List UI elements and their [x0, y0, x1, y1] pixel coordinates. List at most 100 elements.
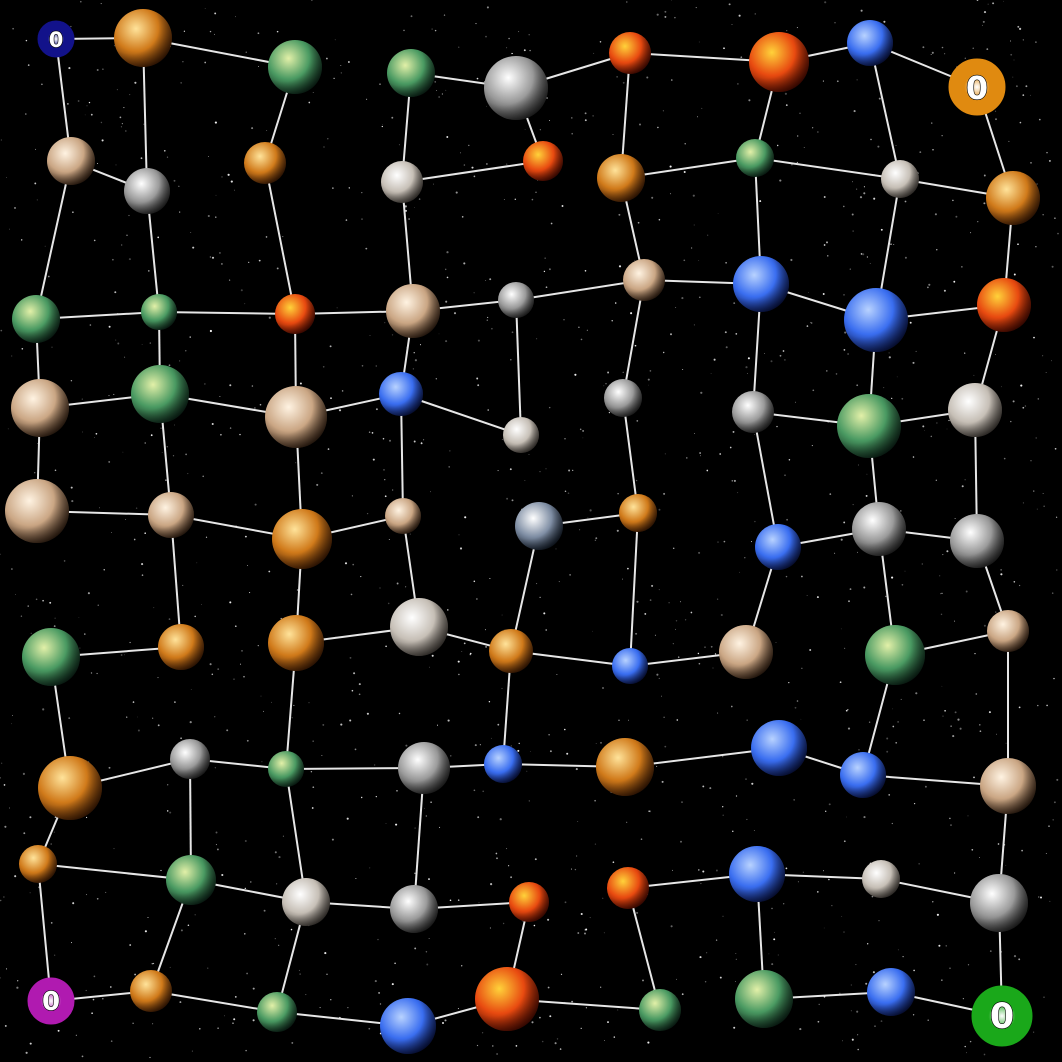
planet-banded[interactable]: [390, 598, 448, 656]
planet-gray[interactable]: [950, 514, 1004, 568]
player-score: 0: [966, 69, 988, 107]
planet-jungle[interactable]: [131, 365, 189, 423]
planet-banded[interactable]: [948, 383, 1002, 437]
home-planet-layer[interactable]: 0 0 0 0: [27, 20, 1033, 1047]
planet-desert[interactable]: [19, 845, 57, 883]
planet-gray[interactable]: [484, 56, 548, 120]
planet-jungle[interactable]: [12, 295, 60, 343]
planet-ocean[interactable]: [484, 745, 522, 783]
planet-desert[interactable]: [489, 629, 533, 673]
planet-gray[interactable]: [124, 168, 170, 214]
planet-volcanic[interactable]: [749, 32, 809, 92]
planet-tan[interactable]: [980, 758, 1036, 814]
planet-ocean[interactable]: [840, 752, 886, 798]
planet-ocean[interactable]: [844, 288, 908, 352]
planet-layer[interactable]: [5, 9, 1040, 1054]
route-link: [35, 160, 72, 320]
planet-ocean[interactable]: [729, 846, 785, 902]
planet-ocean[interactable]: [755, 524, 801, 570]
planet-jungle[interactable]: [837, 394, 901, 458]
home-planet-p3[interactable]: 0: [27, 977, 75, 1025]
planet-tan[interactable]: [47, 137, 95, 185]
home-planet-p1[interactable]: 0: [37, 20, 75, 58]
planet-jungle[interactable]: [736, 139, 774, 177]
planet-jungle[interactable]: [268, 751, 304, 787]
planet-tan[interactable]: [719, 625, 773, 679]
planet-jungle[interactable]: [387, 49, 435, 97]
planet-gray[interactable]: [732, 391, 774, 433]
planet-gray[interactable]: [390, 885, 438, 933]
player-score: 0: [990, 997, 1014, 1037]
planet-desert[interactable]: [158, 624, 204, 670]
route-link: [627, 887, 661, 1011]
route-link: [754, 157, 901, 180]
planet-desert[interactable]: [268, 615, 324, 671]
route-link: [622, 397, 639, 514]
planet-banded[interactable]: [282, 878, 330, 926]
planet-desert[interactable]: [986, 171, 1040, 225]
planet-desert[interactable]: [114, 9, 172, 67]
planet-tan[interactable]: [5, 479, 69, 543]
planet-earth[interactable]: [515, 502, 563, 550]
planet-tan[interactable]: [623, 259, 665, 301]
planet-tan[interactable]: [385, 498, 421, 534]
route-link: [869, 42, 901, 180]
planet-volcanic[interactable]: [475, 967, 539, 1031]
planet-gray[interactable]: [170, 739, 210, 779]
planet-volcanic[interactable]: [523, 141, 563, 181]
player-score: 0: [49, 28, 64, 52]
planet-ocean[interactable]: [380, 998, 436, 1054]
planet-tan[interactable]: [386, 284, 440, 338]
planet-ocean[interactable]: [379, 372, 423, 416]
planet-gray[interactable]: [604, 379, 642, 417]
planet-ocean[interactable]: [867, 968, 915, 1016]
planet-jungle[interactable]: [268, 40, 322, 94]
planet-jungle[interactable]: [141, 294, 177, 330]
planet-tan[interactable]: [11, 379, 69, 437]
planet-volcanic[interactable]: [977, 278, 1031, 332]
planet-volcanic[interactable]: [609, 32, 651, 74]
route-link: [515, 279, 645, 301]
planet-jungle[interactable]: [166, 855, 216, 905]
planet-desert[interactable]: [619, 494, 657, 532]
planet-desert[interactable]: [38, 756, 102, 820]
route-link: [629, 512, 639, 667]
planet-desert[interactable]: [597, 154, 645, 202]
planet-jungle[interactable]: [22, 628, 80, 686]
planet-ocean[interactable]: [751, 720, 807, 776]
planet-banded[interactable]: [381, 161, 423, 203]
planet-tan[interactable]: [987, 610, 1029, 652]
planet-ocean[interactable]: [847, 20, 893, 66]
planet-desert[interactable]: [596, 738, 654, 796]
planet-gray[interactable]: [498, 282, 534, 318]
planet-volcanic[interactable]: [607, 867, 649, 909]
home-planet-p4[interactable]: 0: [971, 985, 1033, 1047]
planet-jungle[interactable]: [735, 970, 793, 1028]
planet-gray[interactable]: [852, 502, 906, 556]
planet-jungle[interactable]: [639, 989, 681, 1031]
planet-banded[interactable]: [881, 160, 919, 198]
route-link: [515, 299, 522, 436]
planet-jungle[interactable]: [257, 992, 297, 1032]
planet-ocean[interactable]: [733, 256, 789, 312]
home-planet-p2[interactable]: 0: [948, 58, 1006, 116]
planet-jungle[interactable]: [865, 625, 925, 685]
planet-volcanic[interactable]: [275, 294, 315, 334]
route-link: [264, 162, 296, 315]
planet-banded[interactable]: [862, 860, 900, 898]
planet-volcanic[interactable]: [509, 882, 549, 922]
planet-desert[interactable]: [272, 509, 332, 569]
planet-banded[interactable]: [503, 417, 539, 453]
route-link: [158, 311, 296, 315]
planet-tan[interactable]: [265, 386, 327, 448]
planet-desert[interactable]: [130, 970, 172, 1012]
planet-ocean[interactable]: [612, 648, 648, 684]
planet-gray[interactable]: [398, 742, 450, 794]
player-score: 0: [42, 987, 60, 1017]
planet-gray[interactable]: [970, 874, 1028, 932]
planet-desert[interactable]: [244, 142, 286, 184]
planet-tan[interactable]: [148, 492, 194, 538]
route-link: [150, 990, 278, 1013]
route-link: [37, 863, 192, 881]
